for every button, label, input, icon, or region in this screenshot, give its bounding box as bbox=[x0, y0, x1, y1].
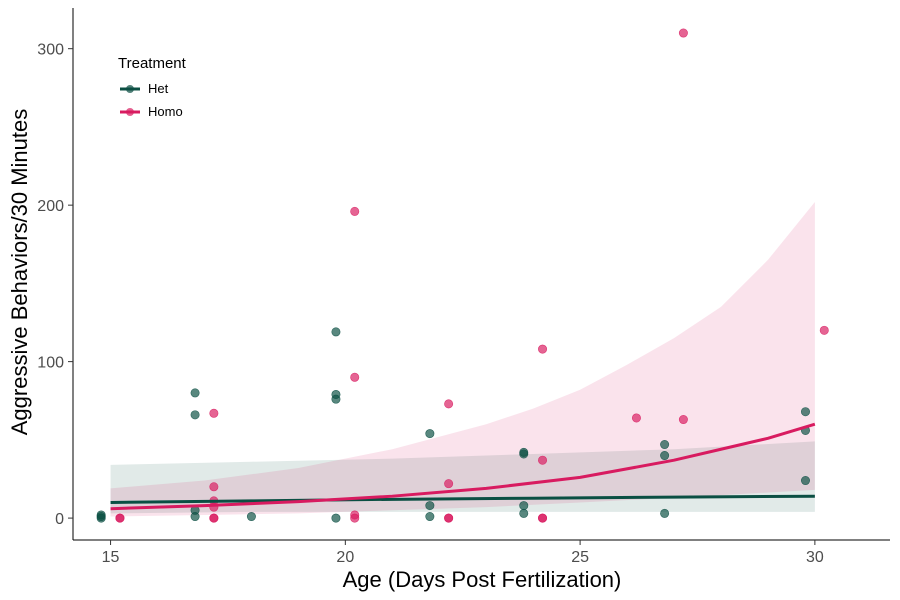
data-point-het bbox=[519, 501, 529, 511]
data-point-het bbox=[96, 510, 106, 520]
legend-label-homo: Homo bbox=[148, 104, 183, 119]
fit-line-het bbox=[110, 494, 815, 504]
y-tick-label: 100 bbox=[37, 355, 64, 372]
data-point-homo bbox=[678, 415, 688, 425]
data-point-homo bbox=[209, 482, 219, 492]
data-point-homo bbox=[350, 513, 360, 523]
data-point-homo bbox=[444, 513, 454, 523]
data-point-homo bbox=[444, 479, 454, 489]
data-point-het bbox=[660, 451, 670, 461]
data-point-homo bbox=[631, 413, 641, 423]
data-point-homo bbox=[209, 408, 219, 418]
y-tick-label: 0 bbox=[55, 511, 64, 528]
data-point-homo bbox=[350, 372, 360, 382]
y-axis-title: Aggressive Behaviors/30 Minutes bbox=[7, 109, 32, 436]
data-point-het bbox=[246, 512, 256, 522]
x-axis-title: Age (Days Post Fertilization) bbox=[343, 567, 622, 592]
data-point-homo bbox=[444, 399, 454, 409]
legend-key-point-homo bbox=[126, 108, 134, 116]
data-point-het bbox=[190, 512, 200, 522]
data-point-homo bbox=[209, 513, 219, 523]
data-point-het bbox=[800, 407, 810, 417]
data-point-het bbox=[660, 508, 670, 518]
x-tick-label: 20 bbox=[336, 549, 354, 566]
data-point-homo bbox=[678, 28, 688, 38]
data-point-het bbox=[331, 513, 341, 523]
data-point-het bbox=[800, 476, 810, 486]
data-point-homo bbox=[538, 344, 548, 354]
data-point-homo bbox=[350, 206, 360, 216]
fit-line-homo bbox=[110, 422, 816, 511]
data-point-het bbox=[190, 410, 200, 420]
legend-key-point-het bbox=[126, 85, 134, 93]
data-point-het bbox=[425, 512, 435, 522]
x-tick-label: 30 bbox=[806, 549, 824, 566]
confidence-band-homo bbox=[110, 202, 815, 517]
x-tick-label: 15 bbox=[102, 549, 120, 566]
data-point-het bbox=[519, 447, 529, 457]
data-points bbox=[96, 28, 829, 523]
confidence-bands bbox=[110, 202, 815, 517]
x-tick-label: 25 bbox=[571, 549, 589, 566]
data-point-het bbox=[425, 429, 435, 439]
data-point-het bbox=[331, 394, 341, 404]
data-point-het bbox=[331, 327, 341, 337]
legend-title: Treatment bbox=[118, 55, 187, 72]
fit-lines bbox=[110, 422, 816, 511]
data-point-homo bbox=[538, 513, 548, 523]
axes bbox=[68, 8, 890, 545]
data-point-het bbox=[660, 440, 670, 450]
data-point-homo bbox=[819, 325, 829, 335]
data-point-homo bbox=[538, 455, 548, 465]
legend: Treatment Het Homo bbox=[118, 55, 187, 119]
data-point-het bbox=[190, 388, 200, 398]
y-tick-label: 300 bbox=[37, 42, 64, 59]
y-tick-label: 200 bbox=[37, 198, 64, 215]
data-point-het bbox=[425, 501, 435, 511]
legend-label-het: Het bbox=[148, 81, 169, 96]
data-point-homo bbox=[115, 513, 125, 523]
data-point-het bbox=[519, 508, 529, 518]
confidence-band-het bbox=[110, 441, 815, 514]
